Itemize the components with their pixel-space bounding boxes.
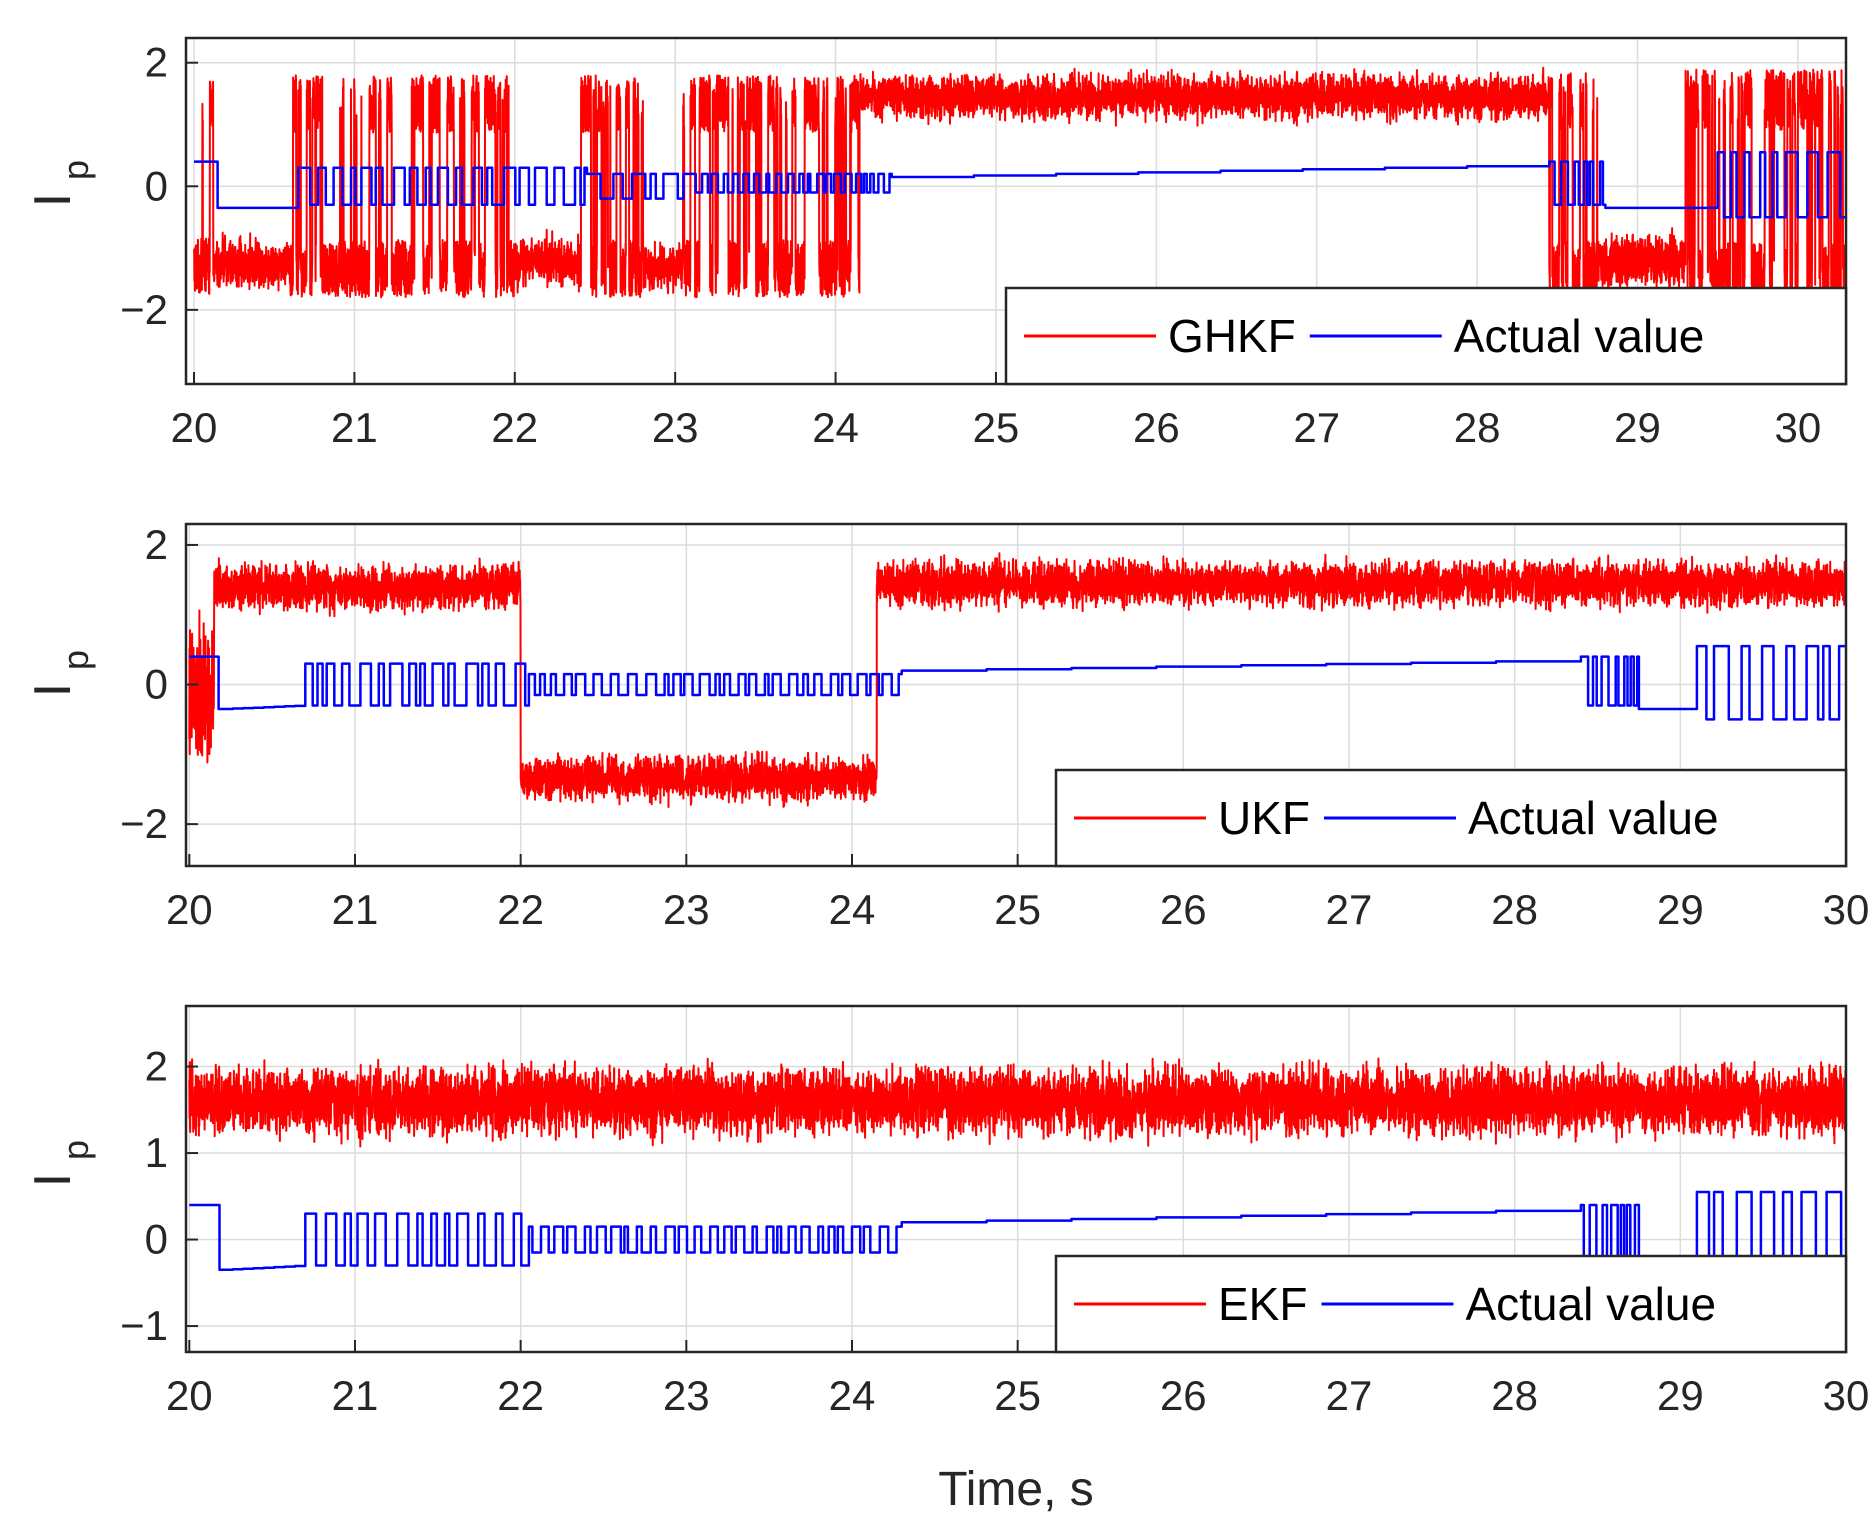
y-tick-label: 0 [145,162,168,209]
series-line-actual-value [194,151,1846,219]
panel-ghkf: 20 21 22 23 24 25 26 27 28 29 30 −2 0 2 I p GHKF Act… [24,36,1848,451]
x-tick-label: 21 [332,886,379,933]
x-tick-labels: 20 21 22 23 24 25 26 27 28 29 30 [171,372,1822,451]
x-tick-label: 21 [331,404,378,451]
y-tick-labels: −2 0 2 [120,39,198,333]
legend: UKF Actual value [1054,768,1848,868]
x-tick-label: 30 [1823,886,1870,933]
y-tick-label: −2 [120,800,168,847]
x-tick-label: 24 [812,404,859,451]
x-tick-label: 26 [1133,404,1180,451]
panel-ekf: 20 21 22 23 24 25 26 27 28 29 30 −1 0 1 2 I p EKF Act… [24,1004,1869,1419]
x-tick-label: 27 [1326,1372,1373,1419]
series-line-ekf [188,1057,1846,1148]
y-tick-label: 2 [145,521,168,568]
x-tick-label: 24 [829,886,876,933]
legend-label-actual-value: Actual value [1454,310,1705,362]
x-tick-label: 23 [663,1372,710,1419]
x-tick-label: 30 [1823,1372,1870,1419]
x-tick-label: 20 [166,886,213,933]
x-tick-label: 23 [652,404,699,451]
legend-label-ghkf: GHKF [1168,310,1296,362]
y-axis-label-subscript: p [55,1140,96,1160]
legend-label-ukf: UKF [1218,792,1310,844]
x-tick-labels: 20 21 22 23 24 25 26 27 28 29 30 [166,854,1869,933]
y-tick-label: 0 [145,1216,168,1263]
x-tick-label: 30 [1775,404,1822,451]
y-tick-label: 0 [145,661,168,708]
y-axis-label: I [24,1173,82,1187]
x-tick-label: 26 [1160,1372,1207,1419]
x-tick-label: 20 [166,1372,213,1419]
x-tick-label: 28 [1491,886,1538,933]
x-tick-label: 28 [1454,404,1501,451]
x-tick-label: 26 [1160,886,1207,933]
y-tick-label: −1 [120,1302,168,1349]
y-axis-label-subscript: p [55,160,96,180]
y-axis-label: I [24,193,82,207]
x-tick-label: 21 [332,1372,379,1419]
legend: EKF Actual value [1054,1254,1848,1354]
series-line-ghkf [193,66,1846,305]
axes-frame [184,522,1848,868]
panel-ukf: 20 21 22 23 24 25 26 27 28 29 30 −2 0 2 I p UKF Actu… [24,521,1869,933]
y-axis-label: I [24,683,82,697]
legend-label-actual-value: Actual value [1465,1278,1716,1330]
x-tick-label: 24 [829,1372,876,1419]
x-tick-label: 29 [1614,404,1661,451]
legend-label-actual-value: Actual value [1468,792,1719,844]
x-tick-label: 22 [491,404,538,451]
x-tick-label: 22 [497,1372,544,1419]
x-tick-label: 25 [994,886,1041,933]
x-tick-label: 22 [497,886,544,933]
x-tick-label: 27 [1293,404,1340,451]
plot-area [188,552,1846,808]
axes-frame [184,1004,1848,1354]
x-tick-label: 25 [994,1372,1041,1419]
y-tick-labels: −1 0 1 2 [120,1043,198,1349]
y-tick-label: −2 [120,286,168,333]
legend-label-ekf: EKF [1218,1278,1307,1330]
y-tick-label: 2 [145,1043,168,1090]
x-axis-label: Time, s [938,1463,1094,1516]
x-tick-label: 28 [1491,1372,1538,1419]
plot-area [193,66,1846,305]
x-tick-labels: 20 21 22 23 24 25 26 27 28 29 30 [166,1340,1869,1419]
x-tick-label: 27 [1326,886,1373,933]
x-tick-label: 25 [973,404,1020,451]
legend: GHKF Actual value [1004,286,1848,386]
y-tick-label: 2 [145,39,168,86]
y-tick-labels: −2 0 2 [120,521,198,847]
series-line-actual-value [189,644,1846,721]
x-tick-label: 29 [1657,886,1704,933]
series-line-ukf [188,552,1846,808]
y-axis-label-subscript: p [55,650,96,670]
x-tick-label: 29 [1657,1372,1704,1419]
y-tick-label: 1 [145,1129,168,1176]
x-tick-label: 23 [663,886,710,933]
x-tick-label: 20 [171,404,218,451]
